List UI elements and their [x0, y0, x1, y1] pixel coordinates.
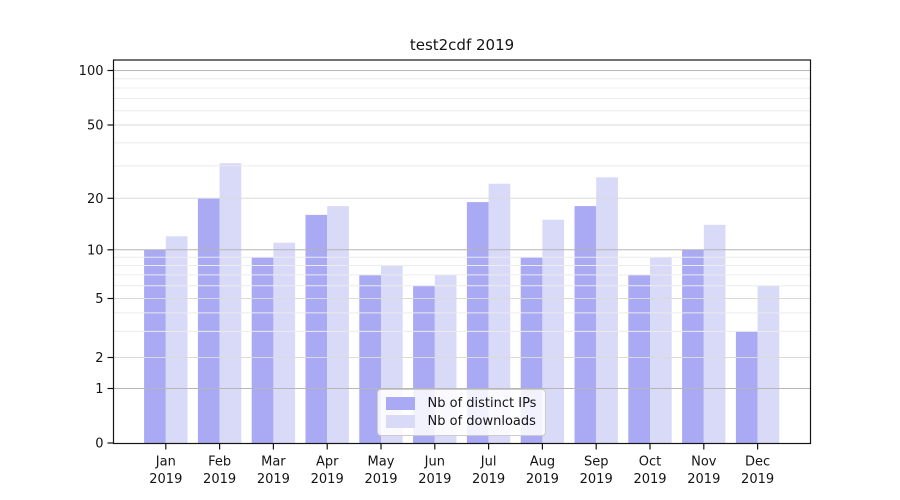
x-tick-label-month-feb: Feb — [208, 455, 231, 470]
x-tick-label-year-feb: 2019 — [203, 472, 236, 487]
y-tick-label-1: 1 — [95, 382, 103, 397]
bar-ips-jul — [466, 202, 489, 444]
x-tick-label-year-nov: 2019 — [687, 472, 720, 487]
legend-item-downloads: Nb of downloads — [385, 414, 545, 429]
y-tick-label-10: 10 — [87, 243, 104, 258]
y-tick-label-0: 0 — [95, 437, 103, 452]
x-tick-label-year-jul: 2019 — [472, 472, 505, 487]
y-axis: 0 1 2 5 10 20 50 100 — [79, 64, 114, 452]
bar-ips-sep — [574, 206, 597, 444]
bar-ips-may — [359, 274, 381, 444]
x-tick-label-year-jun: 2019 — [418, 472, 451, 487]
bar-ips-dec — [735, 331, 758, 444]
chart-title: test2cdf 2019 — [409, 36, 515, 54]
x-tick-label-month-sep: Sep — [584, 455, 609, 470]
legend-label-downloads: Nb of downloads — [427, 414, 536, 429]
bar-downloads-feb — [219, 163, 242, 444]
y-tick-label-20: 20 — [87, 192, 104, 207]
x-tick-label-month-dec: Dec — [745, 455, 770, 470]
x-tick-label-year-mar: 2019 — [257, 472, 290, 487]
x-tick-label-month-mar: Mar — [261, 455, 286, 470]
x-tick-label-year-jan: 2019 — [149, 472, 182, 487]
bar-ips-oct — [628, 274, 650, 444]
x-tick-label-year-aug: 2019 — [526, 472, 559, 487]
bar-downloads-mar — [273, 242, 296, 444]
legend-swatch-downloads — [385, 415, 415, 428]
x-tick-label-month-jan: Jan — [155, 455, 176, 470]
y-tick-label-2: 2 — [95, 351, 103, 366]
legend: Nb of distinct IPs Nb of downloads — [376, 389, 546, 436]
bar-ips-nov — [682, 249, 704, 444]
y-tick-label-50: 50 — [87, 119, 104, 134]
bar-downloads-apr — [327, 206, 349, 444]
legend-label-distinct-ips: Nb of distinct IPs — [427, 396, 537, 411]
bar-ips-apr — [305, 214, 328, 444]
x-tick-label-year-dec: 2019 — [741, 472, 774, 487]
x-tick-label-year-may: 2019 — [364, 472, 397, 487]
y-tick-label-100: 100 — [79, 64, 104, 79]
x-tick-label-month-oct: Oct — [639, 455, 661, 470]
y-tick-label-5: 5 — [95, 292, 103, 307]
bar-downloads-sep — [596, 177, 618, 444]
x-tick-label-month-jun: Jun — [424, 455, 445, 470]
x-tick-label-month-may: May — [368, 455, 395, 470]
bar-downloads-jul — [488, 183, 511, 444]
bar-downloads-dec — [757, 285, 780, 444]
bar-downloads-jan — [165, 236, 188, 444]
x-axis: Jan 2019 Feb 2019 Mar 2019 Apr 2019 May 2019 Jun 20… — [149, 443, 774, 487]
bar-ips-mar — [251, 257, 274, 444]
bar-ips-jan — [144, 249, 166, 444]
legend-swatch-distinct-ips — [385, 397, 415, 410]
plot-frame — [112, 59, 812, 445]
x-tick-label-year-oct: 2019 — [633, 472, 666, 487]
bar-ips-feb — [197, 198, 220, 444]
x-tick-label-month-apr: Apr — [316, 455, 339, 470]
x-tick-label-year-apr: 2019 — [311, 472, 344, 487]
x-tick-label-month-nov: Nov — [691, 455, 717, 470]
legend-item-distinct-ips: Nb of distinct IPs — [385, 396, 545, 411]
x-tick-label-year-sep: 2019 — [580, 472, 613, 487]
gridlines-layer — [113, 70, 811, 389]
bar-downloads-oct — [650, 257, 672, 444]
x-tick-label-month-jul: Jul — [480, 455, 497, 470]
x-tick-label-month-aug: Aug — [530, 455, 555, 470]
